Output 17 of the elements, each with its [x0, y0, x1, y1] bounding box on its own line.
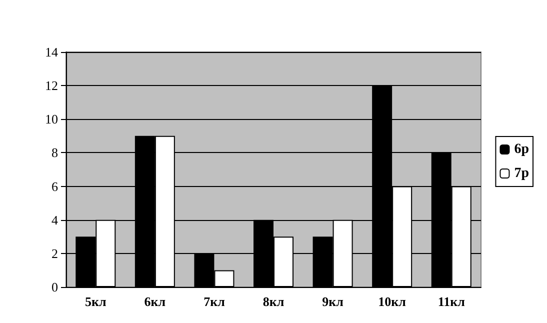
y-tick-label: 10 [45, 112, 58, 127]
legend-label: 7р [514, 166, 530, 181]
x-tick-label: 10кл [378, 294, 406, 309]
y-tick-label: 2 [52, 246, 58, 261]
legend-label: 6р [514, 142, 530, 157]
x-tick-label: 7кл [204, 294, 225, 309]
y-tick-label: 0 [52, 280, 58, 294]
y-tick-label: 8 [52, 145, 58, 160]
y-tick-label: 4 [52, 212, 58, 228]
x-tick-label: 6кл [144, 294, 166, 309]
y-tick-label: 6 [52, 178, 58, 194]
x-tick-label: 8кл [262, 294, 284, 309]
x-tick-label: 5кл [84, 294, 106, 309]
x-tick-label: 11кл [438, 294, 465, 309]
y-tick-label: 14 [45, 44, 58, 60]
y-tick-label: 12 [45, 78, 58, 94]
x-tick-label: 9кл [322, 294, 344, 309]
